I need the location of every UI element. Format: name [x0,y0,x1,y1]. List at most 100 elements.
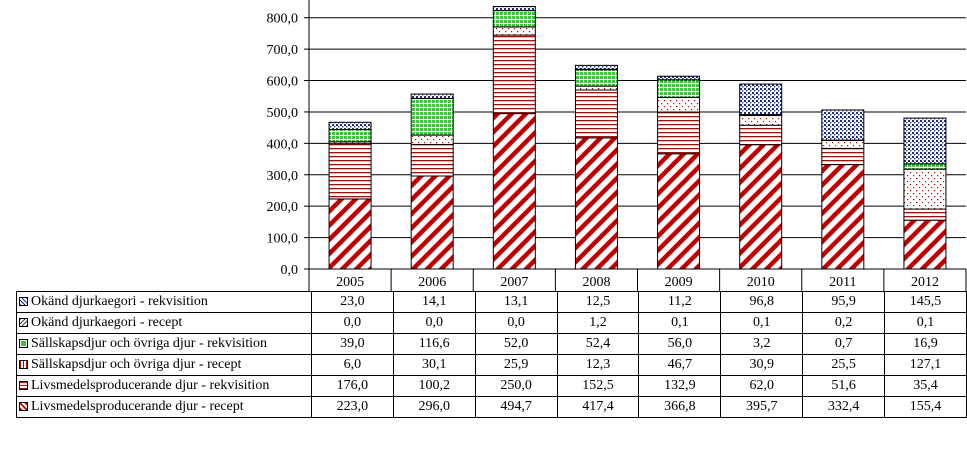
value-cell: 0,7 [802,333,886,355]
legend-swatch [19,381,28,391]
table-row: Sällskapsdjur och övriga djur - rekvisit… [16,333,967,355]
x-tick-label: 2005 [336,275,364,290]
legend-swatch [19,339,28,349]
value-cell: 332,4 [802,396,886,418]
value-cell: 3,2 [720,333,804,355]
table-row: Sällskapsdjur och övriga djur - recept 6,… [16,354,967,376]
bar-segment-sall-rekv-2008 [574,69,618,87]
legend-swatch [19,297,28,307]
y-tick-label: 0,0 [281,263,299,278]
bar-segment-sall-rekv-2012 [903,163,947,170]
bar-segment-sall-rekv-2006 [410,97,454,136]
value-cell: 30,1 [392,354,476,376]
series-name: Okänd djurkaegori - rekvisition [31,294,208,309]
legend-swatch [19,318,28,328]
value-cell: 145,5 [884,291,967,313]
bar-segment-sall-recept-2012 [903,168,947,210]
bar-segment-sall-recept-2008 [574,85,618,91]
value-cell: 0,0 [474,312,558,334]
bar-segment-sall-rekv-2007 [492,10,536,28]
value-cell: 366,8 [638,396,722,418]
y-tick-label: 100,0 [267,232,299,247]
value-cell: 494,7 [474,396,558,418]
value-cell: 12,3 [556,354,640,376]
value-cell: 0,1 [884,312,967,334]
x-tick-label: 2006 [418,275,446,290]
series-label-cell: Sällskapsdjur och övriga djur - rekvisit… [16,333,312,355]
x-tick-label: 2012 [911,275,939,290]
value-cell: 12,5 [556,291,640,313]
value-cell: 35,4 [884,375,967,397]
value-cell: 25,9 [474,354,558,376]
value-cell: 30,9 [720,354,804,376]
x-tick-label: 2007 [500,275,528,290]
value-cell: 95,9 [802,291,886,313]
y-tick-label: 500,0 [267,106,299,121]
series-label-cell: Okänd djurkaegori - rekvisition [16,291,312,313]
value-cell: 23,0 [310,291,394,313]
bar-segment-okand-rekv-2008 [574,64,618,70]
bar-segment-liv-rekv-2007 [492,34,536,115]
y-tick-label: 400,0 [267,137,299,152]
bar-segment-liv-recept-2005 [328,198,372,270]
series-name: Livsmedelsproducerande djur - rekvisitio… [31,378,270,393]
value-cell: 52,4 [556,333,640,355]
y-axis: 0,0 100,0 200,0 300,0 400,0 500,0 600,0 700,0 80… [267,0,310,278]
bar-segment-liv-rekv-2009 [657,111,701,155]
series-label-cell: Sällskapsdjur och övriga djur - recept [16,354,312,376]
bar-segment-sall-rekv-2009 [657,79,701,98]
x-tick-label: 2009 [665,275,693,290]
bar-segment-liv-rekv-2010 [739,124,783,146]
series-label-cell: Livsmedelsproducerande djur - recept [16,396,312,418]
y-tick-label: 200,0 [267,200,299,215]
value-cell: 0,0 [392,312,476,334]
bar-segment-liv-recept-2012 [903,219,947,270]
x-tick-label: 2010 [747,275,775,290]
series-name: Okänd djurkaegori - recept [31,315,183,330]
y-tick-label: 800,0 [267,12,299,27]
x-tick-label: 2011 [829,275,856,290]
value-cell: 39,0 [310,333,394,355]
legend-swatch [19,360,28,370]
stacked-bar-chart: 0,0 100,0 200,0 300,0 400,0 500,0 600,0 700,0 80… [267,0,967,291]
y-tick-label: 300,0 [267,169,299,184]
bar-segment-sall-rekv-2005 [328,129,372,143]
value-cell: 100,2 [392,375,476,397]
value-cell: 16,9 [884,333,967,355]
bar-segment-liv-recept-2008 [574,137,618,270]
value-cell: 0,0 [310,312,394,334]
x-tick-label: 2008 [582,275,610,290]
bar-segment-sall-recept-2010 [739,115,783,126]
table-row: Livsmedelsproducerande djur - rekvisitio… [16,375,967,397]
series-name: Livsmedelsproducerande djur - recept [31,399,244,414]
value-cell: 395,7 [720,396,804,418]
bar-segment-sall-recept-2007 [492,26,536,36]
value-cell: 1,2 [556,312,640,334]
series-name: Sällskapsdjur och övriga djur - recept [31,357,242,372]
bar-segment-sall-recept-2006 [410,134,454,146]
bar-segment-liv-recept-2006 [410,175,454,270]
value-cell: 62,0 [720,375,804,397]
value-cell: 0,2 [802,312,886,334]
value-cell: 51,6 [802,375,886,397]
bars [328,5,947,270]
bar-segment-liv-rekv-2006 [410,144,454,177]
bar-segment-okand-rekv-2007 [492,5,536,12]
legend-swatch [19,402,28,412]
value-cell: 11,2 [638,291,722,313]
bar-segment-okand-rekv-2005 [328,121,372,131]
bar-segment-okand-rekv-2009 [657,75,701,81]
y-tick-label: 700,0 [267,43,299,58]
value-cell: 6,0 [310,354,394,376]
bar-segment-sall-recept-2011 [821,139,865,149]
value-cell: 127,1 [884,354,967,376]
bar-segment-liv-rekv-2005 [328,143,372,200]
table-row: Okänd djurkaegori - rekvisition 23,0 14,1 1… [16,291,967,313]
bar-segment-liv-rekv-2011 [821,147,865,166]
bar-segment-okand-rekv-2011 [821,109,865,141]
value-cell: 0,1 [720,312,804,334]
bar-segment-okand-rekv-2012 [903,117,947,165]
bar-segment-liv-recept-2009 [657,153,701,270]
bar-segment-okand-rekv-2006 [410,93,454,99]
value-cell: 132,9 [638,375,722,397]
